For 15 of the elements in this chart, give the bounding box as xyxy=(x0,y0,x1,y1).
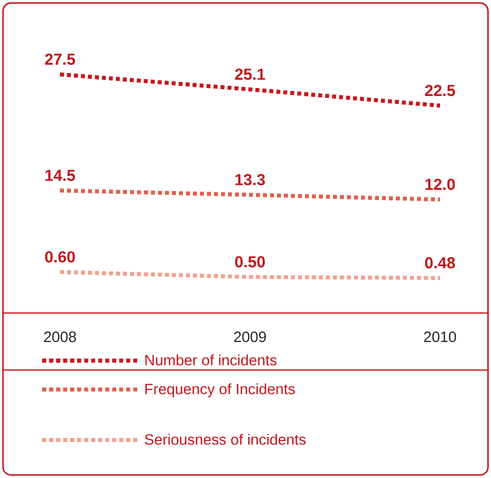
data-label: 13.3 xyxy=(235,174,265,186)
data-label: 27.5 xyxy=(45,54,76,65)
data-label: 0.60 xyxy=(45,251,75,263)
data-label: 25.1 xyxy=(235,68,266,80)
data-label: 12.0 xyxy=(425,178,455,190)
x-tick-label: 2009 xyxy=(234,332,266,342)
text: Frequency of Incidents xyxy=(145,383,295,398)
data-label: 14.5 xyxy=(45,170,76,181)
text: Number of incidents xyxy=(145,354,277,366)
data-label: 0.48 xyxy=(425,257,456,268)
x-tick-label: 2008 xyxy=(44,332,76,342)
text: Seriousness of incidents xyxy=(144,434,306,445)
x-tick-label: 2010 xyxy=(424,332,456,342)
data-label: 22.5 xyxy=(425,84,456,96)
data-label: 0.50 xyxy=(235,256,265,268)
